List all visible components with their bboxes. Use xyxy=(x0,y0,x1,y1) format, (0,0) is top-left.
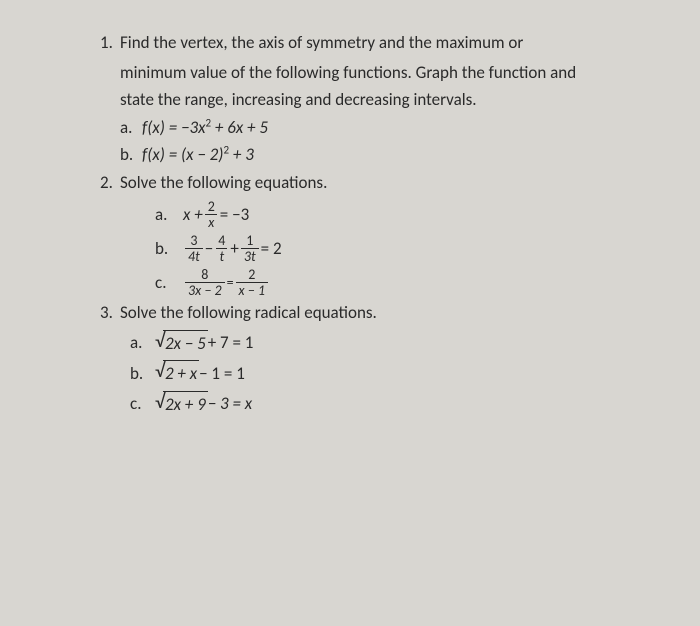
q3c-sqrt-content: 2x + 9 xyxy=(163,391,208,418)
q1-line3: state the range, increasing and decreasi… xyxy=(100,87,670,113)
q2b-frac3: 1 3t xyxy=(241,233,259,265)
q2b-post: = 2 xyxy=(261,236,282,262)
q2-part-b: b. 3 4t − 4 t + 1 3t = 2 xyxy=(100,233,670,265)
q3b-sqrt-content: 2 + x xyxy=(163,360,199,387)
q3b-sqrt: √ 2 + x xyxy=(155,360,199,387)
q2b-op1: − xyxy=(205,236,213,262)
q2b-label: b. xyxy=(155,236,183,262)
q2a-frac1: 2 x xyxy=(205,199,218,231)
q1-intro: 1.Find the vertex, the axis of symmetry … xyxy=(100,30,670,56)
q3-part-b: b. √ 2 + x − 1 = 1 xyxy=(100,360,670,387)
q2b-f1d: 4t xyxy=(185,248,203,264)
q2b-frac2: 4 t xyxy=(215,233,228,265)
q3c-equation: √ 2x + 9 − 3 = x xyxy=(155,391,252,418)
q3b-post: − 1 = 1 xyxy=(199,361,245,387)
q1a-eq-pre: f(x) = −3x xyxy=(142,117,205,138)
sqrt-icon: √ xyxy=(155,331,165,351)
q3-intro-line: 3.Solve the following radical equations. xyxy=(100,300,670,326)
q2c-f2n: 2 xyxy=(245,267,258,282)
q3-part-c: c. √ 2x + 9 − 3 = x xyxy=(100,391,670,418)
sqrt-icon: √ xyxy=(155,392,165,412)
q3a-sqrt: √ 2x − 5 xyxy=(155,330,208,357)
q2c-f2d: x − 1 xyxy=(236,282,268,298)
q3-intro: Solve the following radical equations. xyxy=(120,302,377,323)
q2a-pre: x + xyxy=(183,202,203,228)
q3a-post: + 7 = 1 xyxy=(208,330,254,356)
q2b-f2n: 4 xyxy=(215,233,228,248)
q1b-label: b. xyxy=(120,142,142,168)
q2-part-a: a. x + 2 x = −3 xyxy=(100,199,670,231)
q1a-label: a. xyxy=(120,115,142,141)
q2b-f3d: 3t xyxy=(241,248,259,264)
q3a-sqrt-content: 2x − 5 xyxy=(163,330,208,357)
q1a-eq-post: + 6x + 5 xyxy=(211,117,268,138)
q2b-f3n: 1 xyxy=(243,233,256,248)
q2a-post: = −3 xyxy=(220,202,249,228)
problem-3: 3.Solve the following radical equations.… xyxy=(100,300,670,417)
q1b-eq-post: + 3 xyxy=(229,144,254,165)
q2c-label: c. xyxy=(155,270,183,296)
q2-intro: Solve the following equations. xyxy=(120,172,327,193)
q3b-label: b. xyxy=(130,361,155,387)
q2a-equation: x + 2 x = −3 xyxy=(183,199,249,231)
q2c-f1n: 8 xyxy=(198,267,211,282)
q2a-label: a. xyxy=(155,202,183,228)
q2b-f2d: t xyxy=(216,248,227,264)
q2-part-c: c. 8 3x − 2 = 2 x − 1 xyxy=(100,267,670,299)
q2b-frac1: 3 4t xyxy=(185,233,203,265)
q2c-frac2: 2 x − 1 xyxy=(236,267,268,299)
q3-part-a: a. √ 2x − 5 + 7 = 1 xyxy=(100,330,670,357)
q2b-f1n: 3 xyxy=(187,233,200,248)
problem-2: 2.Solve the following equations. a. x + … xyxy=(100,170,670,299)
q1-line2: minimum value of the following functions… xyxy=(100,60,670,86)
q2c-equation: 8 3x − 2 = 2 x − 1 xyxy=(183,267,270,299)
q1b-eq-pre: f(x) = (x − 2) xyxy=(142,144,223,165)
q3-number: 3. xyxy=(100,300,120,326)
q3a-equation: √ 2x − 5 + 7 = 1 xyxy=(155,330,253,357)
q2-intro-line: 2.Solve the following equations. xyxy=(100,170,670,196)
q2c-f1d: 3x − 2 xyxy=(185,282,225,298)
q3c-label: c. xyxy=(130,391,155,417)
q3c-sqrt: √ 2x + 9 xyxy=(155,391,208,418)
q2a-f1n: 2 xyxy=(205,199,218,214)
sqrt-icon: √ xyxy=(155,361,165,381)
q2b-equation: 3 4t − 4 t + 1 3t = 2 xyxy=(183,233,282,265)
q1-number: 1. xyxy=(100,30,120,56)
q2a-f1d: x xyxy=(205,214,217,230)
q3a-label: a. xyxy=(130,330,155,356)
problem-1: 1.Find the vertex, the axis of symmetry … xyxy=(100,30,670,168)
q2c-frac1: 8 3x − 2 xyxy=(185,267,225,299)
q3b-equation: √ 2 + x − 1 = 1 xyxy=(155,360,245,387)
q1-part-a: a.f(x) = −3x2 + 6x + 5 xyxy=(100,115,670,141)
q2-number: 2. xyxy=(100,170,120,196)
q2c-op: = xyxy=(227,272,234,293)
q2b-op2: + xyxy=(230,236,238,262)
q1-line1: Find the vertex, the axis of symmetry an… xyxy=(120,32,523,53)
q3c-post: − 3 = x xyxy=(208,391,252,417)
q1-part-b: b.f(x) = (x − 2)2 + 3 xyxy=(100,142,670,168)
